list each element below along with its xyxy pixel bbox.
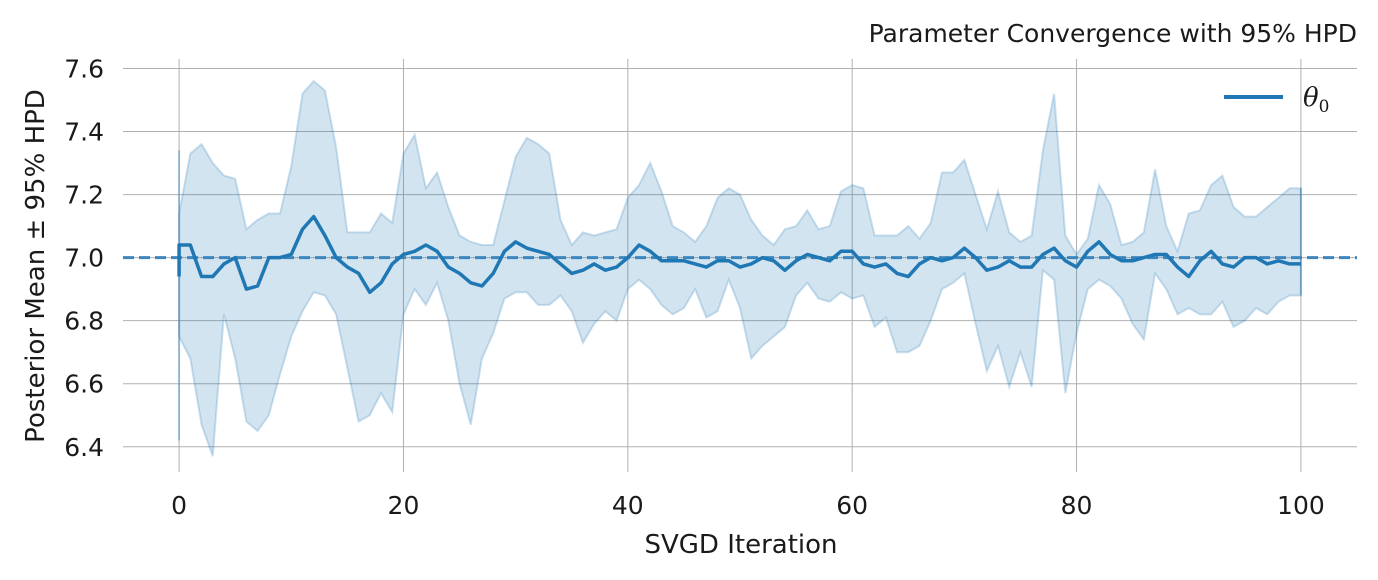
y-tick-7.4: 7.4 <box>64 118 104 147</box>
x-tick-40: 40 <box>612 491 644 520</box>
x-tick-20: 20 <box>388 491 420 520</box>
legend-symbol: θ <box>1303 83 1319 113</box>
y-tick-6.6: 6.6 <box>64 370 104 399</box>
y-axis-label: Posterior Mean ± 95% HPD <box>21 89 51 443</box>
x-tick-labels: 0 20 40 60 80 100 <box>171 491 1325 520</box>
x-tick-0: 0 <box>171 491 187 520</box>
y-tick-7.0: 7.0 <box>64 244 104 273</box>
x-tick-60: 60 <box>836 491 868 520</box>
x-tick-100: 100 <box>1277 491 1325 520</box>
y-tick-6.8: 6.8 <box>64 307 104 336</box>
x-tick-80: 80 <box>1061 491 1093 520</box>
y-tick-7.6: 7.6 <box>64 54 104 83</box>
legend: θ0 <box>1224 83 1329 117</box>
y-tick-labels: 6.4 6.6 6.8 7.0 7.2 7.4 7.6 <box>64 54 104 461</box>
mean-line-group <box>177 214 1301 295</box>
posterior-mean-line <box>177 214 1301 295</box>
legend-label: θ0 <box>1303 83 1329 117</box>
y-tick-7.2: 7.2 <box>64 181 104 210</box>
x-axis-label: SVGD Iteration <box>644 530 837 560</box>
legend-subscript: 0 <box>1319 97 1330 117</box>
y-tick-6.4: 6.4 <box>64 433 104 462</box>
chart-title: Parameter Convergence with 95% HPD <box>869 19 1357 48</box>
